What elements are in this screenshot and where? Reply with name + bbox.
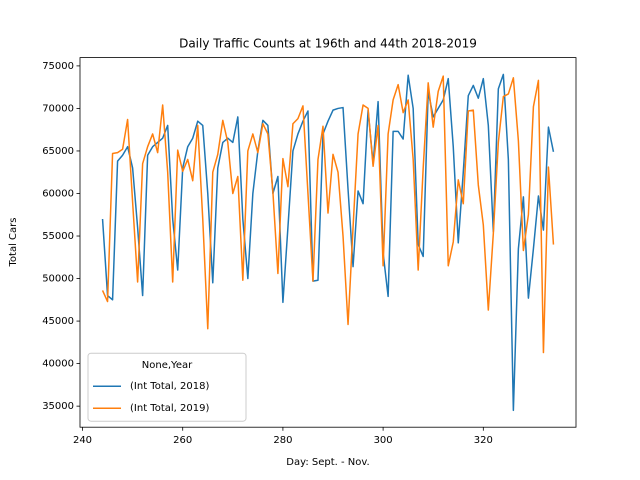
y-tick-label: 75000: [42, 61, 74, 72]
chart-title: Daily Traffic Counts at 196th and 44th 2…: [179, 37, 477, 51]
legend-title: None,Year: [142, 360, 193, 371]
y-tick-label: 55000: [42, 231, 74, 242]
y-tick-label: 45000: [42, 316, 74, 327]
x-tick-label: 280: [273, 435, 292, 446]
series-line: [101, 73, 555, 412]
x-tick-label: 300: [374, 435, 393, 446]
x-axis-label: Day: Sept. - Nov.: [286, 457, 369, 468]
y-tick-label: 50000: [42, 274, 74, 285]
y-tick-label: 65000: [42, 146, 74, 157]
y-tick-label: 40000: [42, 359, 74, 370]
plot-frame: [79, 57, 577, 428]
y-axis-label: Total Cars: [8, 218, 19, 268]
legend: None,Year (Int Total, 2018) (Int Total, 20…: [87, 352, 247, 422]
x-tick-label: 260: [173, 435, 192, 446]
y-tick-label: 70000: [42, 103, 74, 114]
legend-label: (Int Total, 2019): [130, 403, 209, 414]
y-tick-label: 60000: [42, 188, 74, 199]
y-tick-label: 35000: [42, 401, 74, 412]
legend-label: (Int Total, 2018): [130, 381, 209, 392]
x-tick-label: 320: [474, 435, 493, 446]
series-line: [101, 75, 555, 354]
x-tick-label: 240: [73, 435, 92, 446]
legend-box: [87, 352, 247, 422]
